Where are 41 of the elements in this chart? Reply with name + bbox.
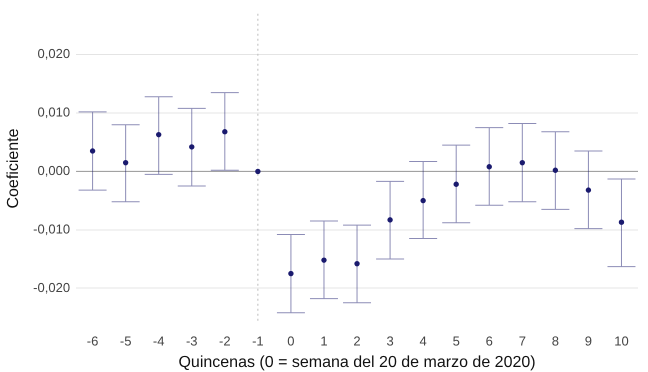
y-axis-title: Coeficiente bbox=[5, 128, 22, 209]
x-tick-label: 4 bbox=[420, 334, 427, 349]
x-tick-label: -1 bbox=[252, 334, 264, 349]
y-tick-label: 0,000 bbox=[38, 162, 70, 178]
x-tick-label: 2 bbox=[353, 334, 361, 349]
x-tick-label: -4 bbox=[152, 334, 164, 349]
x-tick-label: 9 bbox=[584, 334, 592, 349]
point bbox=[288, 270, 294, 276]
point bbox=[618, 220, 624, 225]
x-tick-label: -6 bbox=[86, 334, 98, 349]
point bbox=[586, 187, 592, 193]
point bbox=[255, 168, 261, 174]
x-tick-label: 0 bbox=[287, 334, 295, 349]
x-tick-label: 5 bbox=[452, 334, 460, 349]
point bbox=[354, 260, 360, 266]
x-tick-label: -2 bbox=[219, 334, 231, 349]
point bbox=[156, 132, 162, 138]
x-tick-label: 6 bbox=[486, 334, 493, 349]
y-tick-label: 0,010 bbox=[38, 104, 70, 120]
point bbox=[90, 148, 96, 154]
x-axis-title: Quincenas (0 = semana del 20 de marzo de 2020) bbox=[178, 354, 536, 371]
point bbox=[122, 160, 128, 166]
y-tick-label: -0,020 bbox=[33, 280, 70, 295]
x-tick-label: 3 bbox=[386, 334, 394, 349]
x-tick-label: 1 bbox=[320, 334, 328, 349]
x-tick-label: 8 bbox=[552, 334, 559, 349]
point bbox=[387, 217, 393, 223]
x-tick-label: -3 bbox=[186, 334, 198, 349]
x-tick-label: -5 bbox=[120, 334, 132, 349]
point bbox=[453, 182, 459, 187]
x-tick-label: 7 bbox=[518, 334, 526, 349]
x-tick-label: 10 bbox=[614, 334, 629, 349]
point bbox=[486, 164, 492, 170]
point bbox=[189, 144, 194, 150]
point bbox=[520, 160, 526, 166]
point bbox=[552, 168, 558, 173]
point bbox=[222, 129, 228, 134]
point bbox=[321, 257, 327, 263]
point bbox=[420, 198, 426, 204]
y-tick-label: -0,010 bbox=[33, 221, 70, 236]
y-tick-label: 0,020 bbox=[38, 46, 70, 62]
